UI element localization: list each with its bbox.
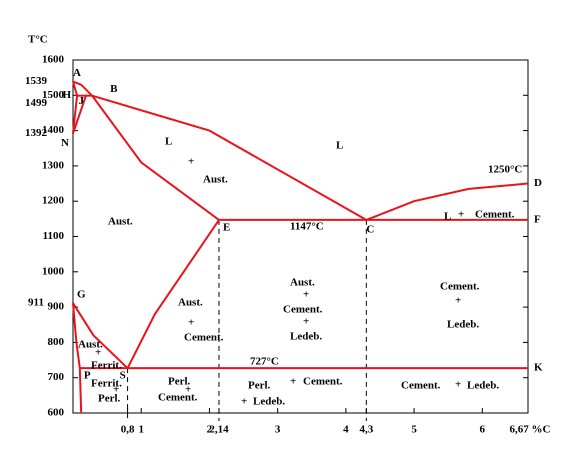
region-label: + [303, 316, 309, 328]
axis-title: T°C [28, 34, 48, 46]
special-temp-label: 1499 [25, 97, 48, 109]
region-label: Ferrit. [91, 378, 122, 390]
x-tick-label: 5 [411, 424, 417, 436]
special-temp-label: 911 [28, 297, 44, 309]
region-label: Perl. [168, 376, 191, 388]
region-label: + [188, 317, 194, 329]
region-label: L [165, 136, 172, 148]
point-label: N [61, 137, 69, 149]
point-label: F [534, 213, 541, 225]
region-label: Cement. [440, 281, 480, 293]
y-tick-label: 1100 [43, 230, 65, 242]
region-label: Perl. [98, 393, 121, 405]
point-label: G [77, 289, 86, 301]
point-label: H [63, 89, 72, 101]
x-tick-label: 2 [207, 424, 213, 436]
point-label: E [223, 221, 230, 233]
x-tick-label: 6 [480, 424, 486, 436]
point-label: C [366, 223, 374, 235]
region-label: Cement. [158, 392, 198, 404]
phase-boundary [126, 219, 220, 369]
region-label: + [455, 295, 461, 307]
phase-boundary [365, 182, 529, 221]
region-label: Aust. [203, 174, 228, 186]
y-tick-label: 1000 [42, 265, 65, 277]
y-tick-label: 900 [48, 301, 65, 313]
region-label: Ledeb. [467, 380, 499, 392]
region-label: 1250°C [488, 164, 522, 176]
region-label: Aust. [78, 339, 103, 351]
region-label: Cement. [303, 376, 343, 388]
x-tick-label: 6,67 %C [510, 424, 551, 436]
x-tick-label: 3 [275, 424, 281, 436]
region-label: Aust. [108, 216, 133, 228]
y-tick-label: 1300 [42, 159, 65, 171]
region-label: L [444, 211, 451, 223]
plot-frame [72, 59, 529, 414]
point-label: B [110, 83, 118, 95]
point-label: D [534, 177, 542, 189]
region-label: + [458, 209, 464, 221]
region-label: Aust. [290, 277, 315, 289]
region-label: 727°C [250, 356, 279, 368]
region-label: + [185, 384, 191, 396]
y-tick-label: 600 [48, 407, 65, 419]
phase-boundary [72, 80, 93, 97]
region-label: + [455, 379, 461, 391]
x-tick-label: 4 [343, 424, 349, 436]
y-tick-label: 1500 [42, 89, 65, 101]
region-label: Cement. [401, 380, 441, 392]
y-tick-label: 1400 [42, 124, 65, 136]
phase-boundary [72, 303, 81, 369]
point-label: A [73, 67, 81, 79]
region-label: + [303, 289, 309, 301]
x-tick-label: 0,8 [121, 424, 135, 436]
point-label: J [78, 95, 84, 107]
region-label: L [336, 140, 343, 152]
special-temp-label: 1392 [25, 127, 48, 139]
phase-boundary [91, 94, 367, 221]
region-label: Cement. [283, 304, 323, 316]
region-label: Ferrit. [91, 360, 122, 372]
x-tick-label: 4,3 [359, 424, 373, 436]
phase-boundary [78, 368, 83, 414]
region-label: Aust. [178, 297, 203, 309]
point-label: P [84, 370, 91, 382]
y-tick-label: 1200 [42, 195, 65, 207]
region-label: Cement. [184, 332, 224, 344]
region-label: 1147°C [290, 221, 324, 233]
phase-boundary [72, 81, 79, 96]
point-label: K [534, 362, 543, 374]
region-label: + [290, 376, 296, 388]
region-label: Ledeb. [253, 396, 285, 408]
region-label: + [113, 384, 119, 396]
region-label: Perl. [248, 380, 271, 392]
region-label: Ledeb. [290, 331, 322, 343]
phase-boundary [72, 95, 87, 134]
point-label: S [120, 370, 126, 382]
x-tick-label: 2,14 [209, 424, 229, 436]
region-label: + [241, 396, 247, 408]
region-label: + [95, 347, 101, 359]
y-tick-label: 800 [48, 336, 65, 348]
region-label: Cement. [475, 209, 515, 221]
region-label: Ledeb. [447, 319, 479, 331]
phase-boundary [91, 95, 220, 221]
y-tick-label: 1600 [42, 54, 65, 66]
phase-boundary [72, 302, 129, 369]
y-tick-label: 700 [48, 371, 65, 383]
region-label: + [188, 156, 194, 168]
special-temp-label: 1539 [25, 75, 48, 87]
phase-boundary [72, 95, 79, 134]
x-tick-label: 1 [138, 424, 144, 436]
